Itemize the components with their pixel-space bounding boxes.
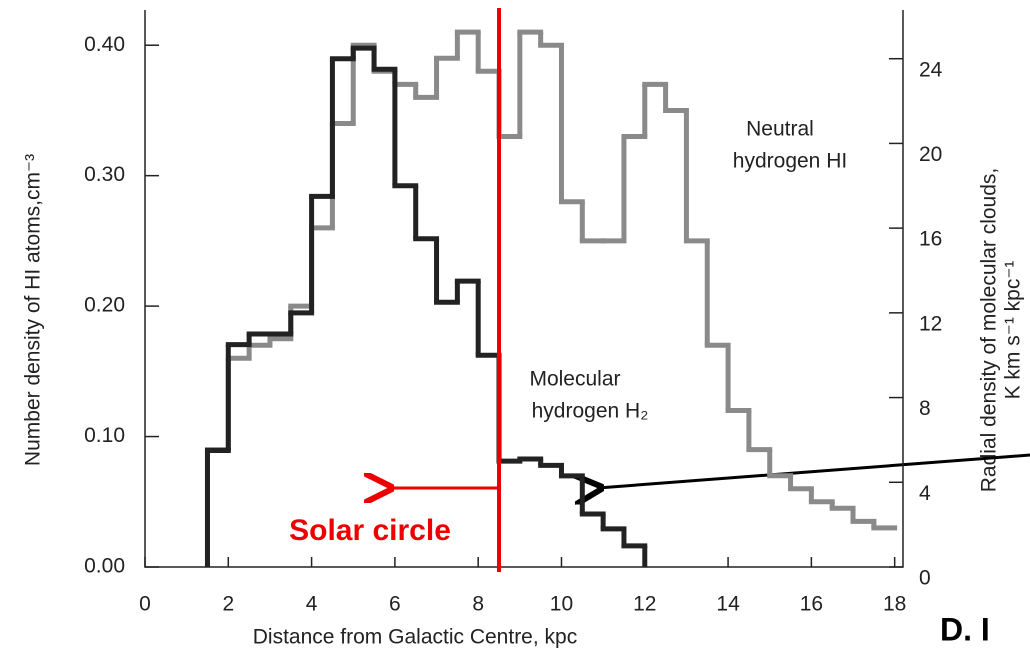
annotation: hydrogen HI (733, 150, 847, 173)
y-tick-label: 0.40 (84, 33, 125, 56)
x-tick-label: 16 (800, 593, 823, 616)
corner-text: D. I (940, 611, 990, 647)
y-tick-label: 0.10 (84, 424, 125, 447)
pointer-arrow (598, 453, 1030, 488)
y2-tick-label: 12 (919, 312, 942, 335)
y-axis-title: Number density of HI atoms,cm⁻³ (22, 154, 45, 466)
y2-tick-label: 20 (919, 143, 942, 166)
y2-axis-title: K km s⁻¹ kpc⁻¹ (1002, 261, 1025, 400)
x-tick-label: 0 (139, 593, 151, 616)
y-tick-label: 0.00 (84, 555, 125, 578)
y2-tick-label: 24 (919, 58, 943, 81)
x-tick-label: 4 (306, 593, 318, 616)
frame (144, 10, 904, 568)
y-tick-label: 0.20 (84, 294, 125, 317)
x-tick-label: 12 (633, 593, 656, 616)
annotation: Molecular (529, 368, 620, 391)
x-axis-title: Distance from Galactic Centre, kpc (253, 626, 577, 649)
solar-label: Solar circle (289, 514, 451, 547)
x-tick-label: 18 (883, 593, 906, 616)
annotation: Neutral (746, 118, 814, 141)
y2-tick-label: 4 (919, 482, 931, 505)
y2-tick-label: 16 (919, 228, 942, 251)
x-tick-label: 14 (716, 593, 740, 616)
y2-axis-title: Radial density of molecular clouds, (978, 168, 1001, 493)
x-tick-label: 6 (389, 593, 401, 616)
y-tick-label: 0.30 (84, 163, 125, 186)
y2-tick-label: 0 (919, 567, 931, 590)
annotation: hydrogen H₂ (532, 400, 649, 423)
x-tick-label: 8 (472, 593, 484, 616)
y2-tick-label: 8 (919, 397, 931, 420)
x-tick-label: 2 (222, 593, 234, 616)
x-tick-label: 10 (550, 593, 573, 616)
